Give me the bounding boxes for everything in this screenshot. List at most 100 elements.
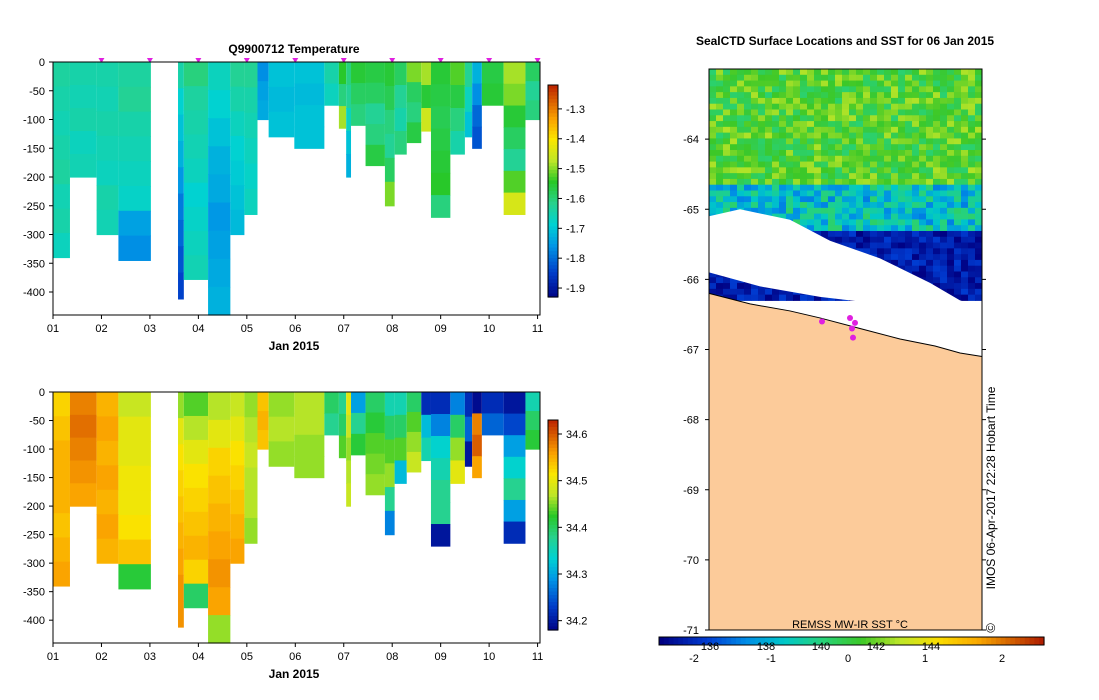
profile-cell xyxy=(421,437,431,462)
sst-cell xyxy=(821,190,829,197)
sst-cell xyxy=(954,202,962,209)
sst-cell xyxy=(961,161,969,168)
profile-cell xyxy=(430,195,451,218)
sst-cell xyxy=(835,196,843,203)
profile-cell xyxy=(338,435,347,459)
sst-cell xyxy=(905,109,913,116)
sst-cell xyxy=(968,80,976,87)
sst-cell xyxy=(863,213,871,220)
sst-cell xyxy=(842,97,850,105)
profile-cell xyxy=(324,83,339,106)
colorbar-segment xyxy=(548,155,558,160)
profile-cell xyxy=(525,81,540,101)
sst-cell xyxy=(828,74,836,82)
sst-cell xyxy=(884,69,892,76)
sst-cell xyxy=(870,161,878,168)
profile-cell xyxy=(96,538,119,564)
sst-cell xyxy=(891,97,899,105)
sst-cell xyxy=(793,132,801,139)
sst-colorbar-segment xyxy=(899,637,906,645)
sst-cell xyxy=(954,109,962,116)
sst-cell xyxy=(898,121,906,128)
sst-cell xyxy=(807,109,815,116)
sst-cell xyxy=(926,132,934,139)
sst-cell xyxy=(723,202,731,209)
sst-cell xyxy=(779,132,787,139)
sst-cell xyxy=(751,86,759,93)
sst-cell xyxy=(835,109,843,116)
sst-cell xyxy=(863,248,871,255)
colorbar-segment xyxy=(548,169,558,174)
sst-cell xyxy=(737,196,745,203)
sst-cell xyxy=(912,149,920,157)
profile-cell xyxy=(183,511,209,537)
sst-cell xyxy=(835,149,843,157)
sst-cell xyxy=(821,213,829,220)
sst-cell xyxy=(821,132,829,139)
sst-cell xyxy=(947,74,955,82)
sst-cell xyxy=(870,144,878,151)
sst-cell xyxy=(926,277,934,284)
colorbar-segment xyxy=(548,563,558,568)
sst-cell xyxy=(772,103,780,110)
colorbar-segment xyxy=(548,486,558,491)
sst-cell xyxy=(912,126,920,134)
sst-cell xyxy=(954,265,962,272)
sst-cell xyxy=(933,138,941,145)
sst-cell xyxy=(835,219,843,226)
sst-cell xyxy=(933,161,941,168)
sst-cell xyxy=(723,92,731,99)
profile-cell xyxy=(96,86,119,112)
profile-cell xyxy=(230,392,245,418)
sst-cell xyxy=(835,202,843,209)
sst-cell xyxy=(870,121,878,128)
sst-cell xyxy=(877,69,885,76)
sst-cell xyxy=(968,109,976,116)
profile-cell xyxy=(503,127,526,150)
profile-cell xyxy=(384,392,395,417)
sst-colorbar-segment xyxy=(894,637,901,645)
colorbar-segment xyxy=(548,226,558,231)
sst-cell xyxy=(842,161,850,168)
sst-cell xyxy=(814,167,822,174)
sst-cell xyxy=(807,103,815,110)
sst-cell xyxy=(919,92,927,99)
sst-cell xyxy=(800,121,808,128)
sst-cell xyxy=(751,294,759,301)
profile-cell xyxy=(346,460,352,484)
sst-cell xyxy=(877,144,885,151)
sst-cell xyxy=(835,86,843,93)
sst-cell xyxy=(898,207,906,215)
sst-cell xyxy=(947,202,955,209)
sst-cell xyxy=(793,190,801,197)
sst-cell xyxy=(898,225,906,232)
sst-cell xyxy=(898,167,906,174)
sst-cell xyxy=(898,149,906,157)
sst-cell xyxy=(919,213,927,220)
sst-cell xyxy=(807,144,815,151)
colorbar-segment xyxy=(548,159,558,164)
sst-cell xyxy=(737,288,745,296)
sst-colorbar-segment xyxy=(837,637,843,645)
sst-cell xyxy=(975,283,983,290)
sst-colorbar-segment xyxy=(904,637,910,645)
sst-cell xyxy=(961,97,969,105)
sst-cell xyxy=(961,288,969,296)
sst-cell xyxy=(898,115,906,122)
sst-cell xyxy=(814,115,822,122)
sst-cell xyxy=(975,115,983,122)
sst-cell xyxy=(849,97,857,105)
sst-cell xyxy=(765,288,773,296)
sst-cell xyxy=(905,259,913,267)
sst-cell xyxy=(772,288,780,296)
sst-cell xyxy=(828,121,836,128)
sst-cell xyxy=(856,121,864,128)
sst-cell xyxy=(779,103,787,110)
sst-cell xyxy=(954,126,962,134)
colorbar-segment xyxy=(548,145,558,150)
profile-cell xyxy=(118,416,151,442)
sst-cell xyxy=(919,155,927,163)
sst-cell xyxy=(821,115,829,122)
sst-cell xyxy=(793,121,801,128)
sst-cell xyxy=(912,190,920,197)
